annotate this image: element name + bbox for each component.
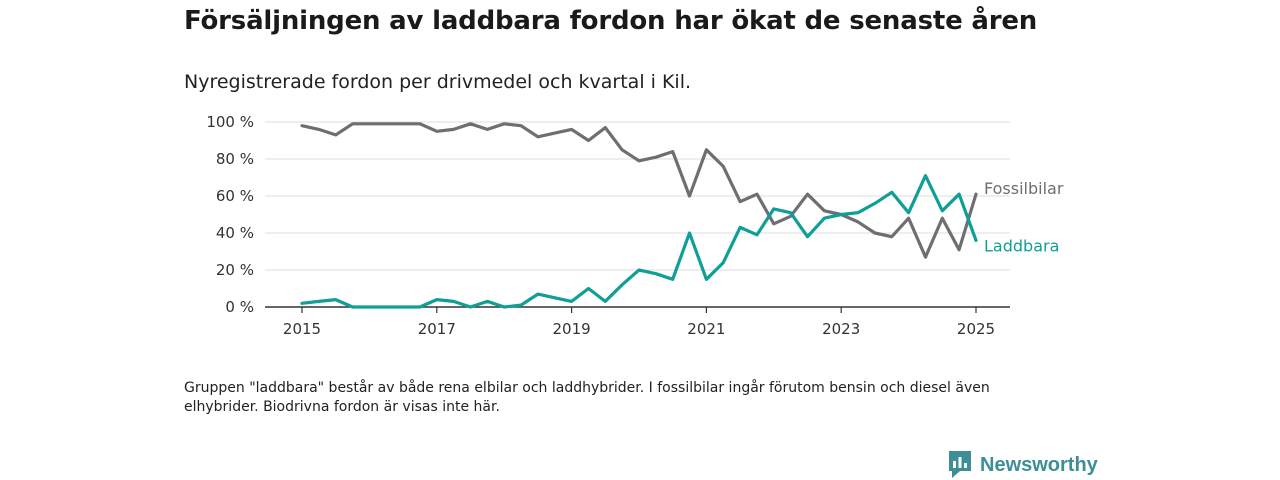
brand-logo: Newsworthy (948, 450, 1098, 480)
y-tick-label: 60 % (216, 187, 254, 205)
line-chart: 0 % 20 % 40 % 60 % 80 % 100 % 2015 2017 2019 202… (206, 113, 1064, 338)
y-tick-label: 100 % (206, 113, 254, 131)
gridlines (265, 121, 1010, 271)
y-tick-label: 20 % (216, 261, 254, 279)
x-tick-label: 2025 (957, 320, 995, 338)
series-label-fossilbilar: Fossilbilar (984, 179, 1064, 198)
series-line-fossilbilar (300, 122, 978, 259)
x-tick-label: 2021 (687, 320, 725, 338)
series-label-laddbara: Laddbara (984, 236, 1059, 255)
x-tick-label: 2019 (553, 320, 591, 338)
y-tick-label: 0 % (225, 298, 254, 316)
brand-name: Newsworthy (980, 453, 1098, 476)
y-axis-tick-labels: 0 % 20 % 40 % 60 % 80 % 100 % (206, 113, 254, 316)
series-labels: Fossilbilar Laddbara (984, 179, 1064, 255)
y-tick-label: 40 % (216, 224, 254, 242)
series-line-laddbara (300, 174, 978, 309)
chart-title: Försäljningen av laddbara fordon har öka… (184, 6, 1038, 36)
y-tick-label: 80 % (216, 150, 254, 168)
chart-subtitle: Nyregistrerade fordon per drivmedel och … (184, 71, 692, 93)
x-tick-label: 2017 (418, 320, 456, 338)
newsworthy-logo-icon (949, 451, 971, 478)
series-lines (300, 122, 978, 309)
x-tick-label: 2015 (283, 320, 321, 338)
footnote: Gruppen "laddbara" består av både rena e… (184, 380, 990, 415)
x-tick-label: 2023 (822, 320, 860, 338)
x-axis: 2015 2017 2019 2021 2023 2025 (265, 306, 1010, 338)
